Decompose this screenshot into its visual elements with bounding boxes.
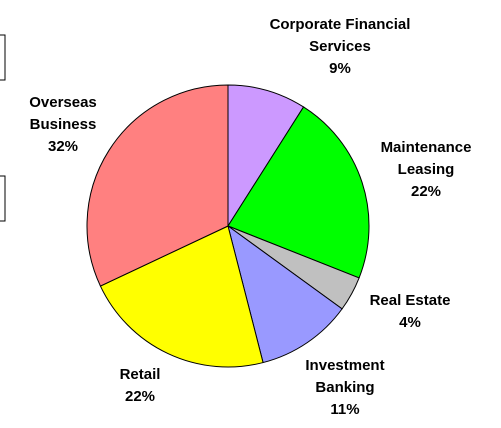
legend-box-fragment — [0, 175, 6, 222]
slice-label: Real Estate 4% — [350, 290, 470, 334]
legend-box-fragment — [0, 34, 6, 81]
slice-value-label: 22% — [410, 183, 442, 200]
slice-value-label: 32% — [47, 138, 79, 155]
slice-name: Real Estate — [369, 292, 451, 309]
slice-name: Investment Banking — [305, 357, 385, 396]
slice-label: Investment Banking 11% — [290, 355, 400, 421]
slice-value-label: 22% — [124, 388, 156, 405]
pie-slice — [86, 84, 229, 287]
slice-name: Overseas Business — [29, 94, 97, 133]
pie-slice — [99, 225, 264, 368]
slice-name: Corporate Financial Services — [269, 16, 411, 55]
slice-label: Maintenance Leasing 22% — [366, 137, 486, 203]
pie-slice — [227, 106, 370, 279]
slice-value-label: 11% — [330, 401, 360, 418]
slice-name: Maintenance Leasing — [380, 139, 472, 178]
slice-label: Retail 22% — [100, 364, 180, 408]
slice-label: Overseas Business 32% — [18, 92, 108, 158]
pie-slice — [227, 84, 305, 228]
slice-name: Retail — [119, 366, 161, 383]
slice-value-label: 9% — [329, 60, 351, 77]
slice-label: Corporate Financial Services 9% — [255, 14, 425, 80]
pie-slice — [227, 224, 343, 364]
slice-value-label: 4% — [399, 314, 421, 331]
